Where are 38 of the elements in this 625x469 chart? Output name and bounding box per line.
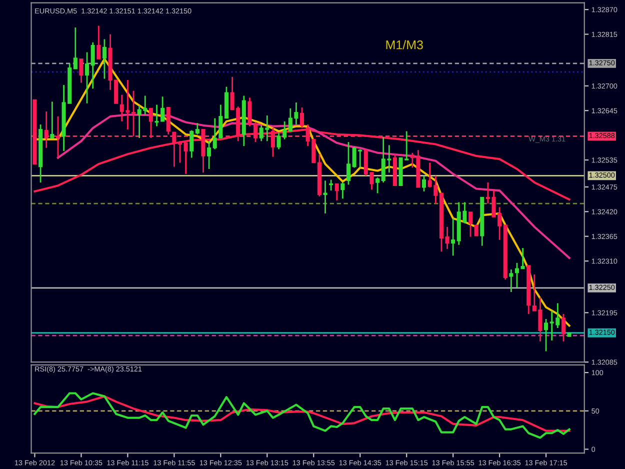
candlestick [79, 58, 84, 84]
candlestick [329, 179, 334, 192]
line-series [34, 395, 570, 432]
line-series [56, 114, 570, 259]
candlestick [96, 25, 101, 60]
candlestick [207, 140, 212, 170]
candlestick [544, 318, 548, 352]
candlestick [514, 262, 519, 288]
candlestick [340, 182, 345, 200]
annotation: M1/M3 [386, 40, 423, 50]
candlestick [248, 96, 252, 128]
candlestick [323, 180, 328, 214]
candlestick [85, 52, 90, 104]
candlestick [195, 122, 200, 136]
candlestick [148, 108, 153, 139]
candlestick [346, 141, 350, 186]
candlestick [90, 42, 95, 90]
candlestick [376, 176, 380, 194]
candlestick [50, 100, 54, 139]
candlestick [184, 140, 188, 175]
candlestick [73, 26, 78, 70]
candlestick [561, 313, 566, 342]
candlestick [102, 38, 106, 80]
candlestick [190, 130, 194, 158]
candlestick [178, 140, 182, 164]
candlestick [44, 110, 48, 149]
candlestick [509, 268, 514, 293]
candlestick [56, 116, 60, 158]
candlestick [520, 247, 525, 270]
candlestick [422, 175, 426, 192]
candlestick [334, 183, 339, 202]
candlestick [474, 224, 478, 236]
candlestick [468, 211, 473, 238]
candlestick [172, 131, 176, 168]
candlestick [451, 218, 456, 256]
candlestick [131, 90, 136, 137]
line-series [34, 392, 570, 439]
candlestick [166, 106, 170, 136]
